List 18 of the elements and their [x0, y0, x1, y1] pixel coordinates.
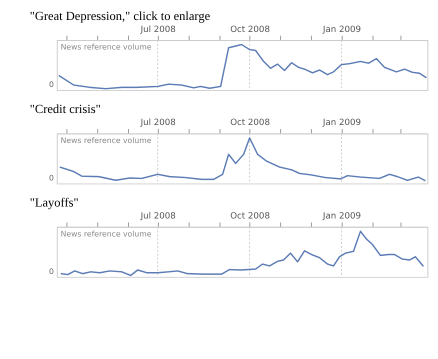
- x-tick-label: Jan 2009: [322, 212, 362, 222]
- x-tick-label: Jan 2009: [322, 118, 362, 128]
- text: 0: [49, 80, 54, 90]
- x-tick-label: Oct 2008: [230, 24, 270, 35]
- x-tick-label: Jul 2008: [140, 212, 176, 222]
- x-tick-label: Jul 2008: [140, 118, 176, 128]
- text: 0: [49, 174, 54, 183]
- chart-title: "Credit crisis": [30, 102, 101, 116]
- x-tick-label: Oct 2008: [230, 212, 270, 222]
- chart-title: "Great Depression," click to enlarge: [30, 8, 211, 23]
- x-tick-label: Oct 2008: [230, 118, 270, 128]
- y-axis-title: News reference volume: [60, 42, 152, 52]
- text: 0: [49, 266, 54, 276]
- chart-title: "Layoffs": [30, 196, 79, 210]
- x-tick-label: Jul 2008: [140, 24, 176, 35]
- y-axis-title: News reference volume: [60, 229, 152, 238]
- y-axis-title: News reference volume: [60, 136, 152, 146]
- x-tick-label: Jan 2009: [322, 24, 362, 35]
